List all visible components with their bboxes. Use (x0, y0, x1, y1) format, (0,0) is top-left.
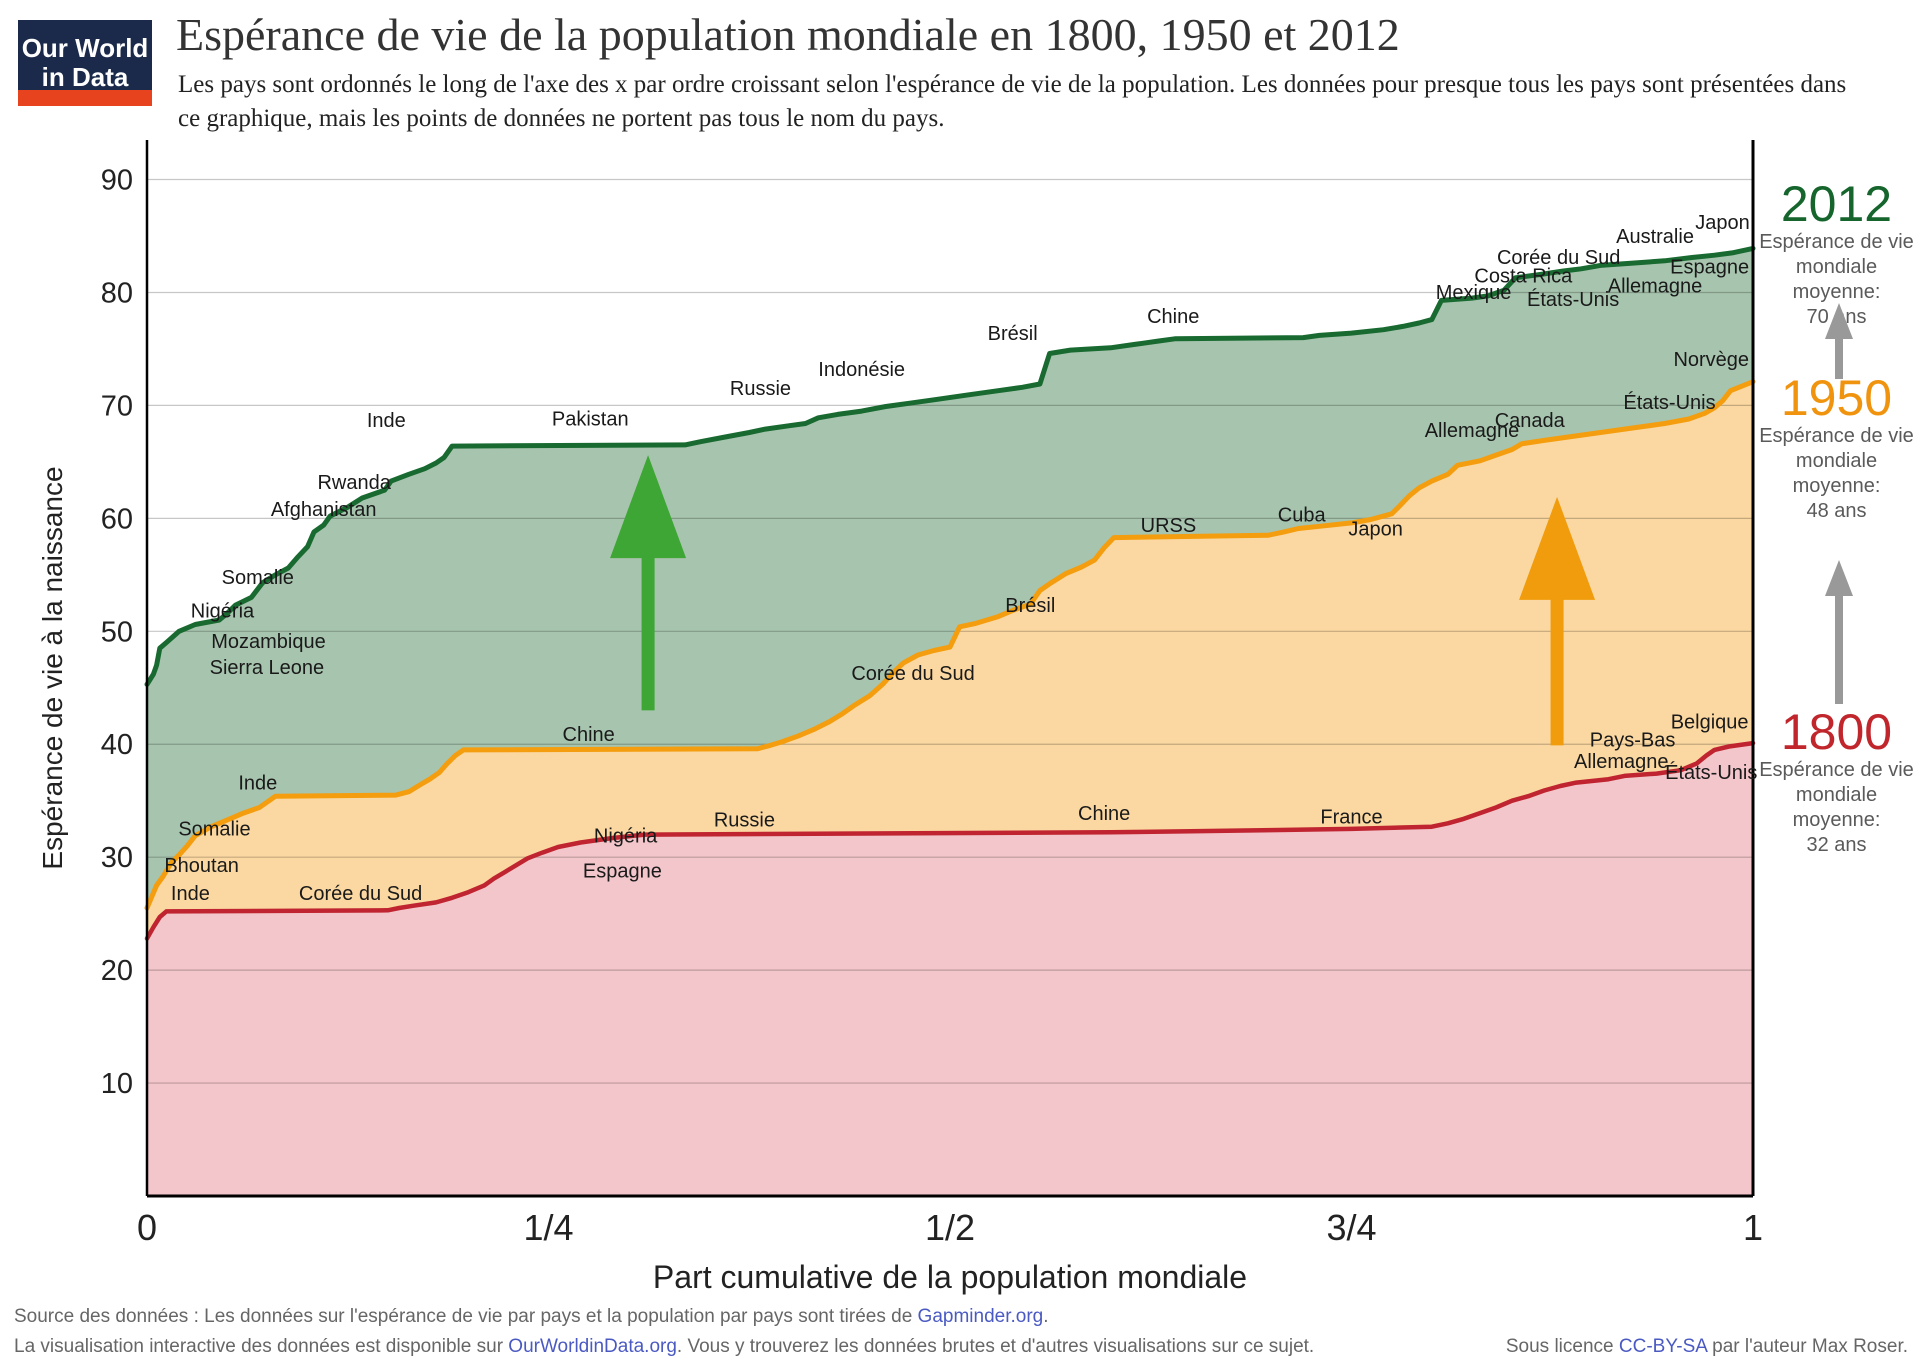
country-label-2012: Russie (730, 378, 791, 400)
y-tick-label: 20 (101, 955, 133, 987)
y-tick-label: 80 (101, 277, 133, 309)
y-tick-label: 50 (101, 616, 133, 648)
logo-line1: Our World (21, 33, 149, 63)
annotation-1800: 1800 Espérance de vie mondiale moyenne: … (1753, 706, 1920, 858)
footer-license-line: Sous licence CC-BY-SA par l'auteur Max R… (1505, 1336, 1908, 1357)
curve-1950 (144, 379, 1756, 911)
country-label-1800: Inde (171, 883, 210, 905)
country-label-2012: Chine (1147, 306, 1199, 328)
country-label-2012: Australie (1616, 226, 1694, 248)
gray-up-arrow-icon (1825, 303, 1853, 379)
y-axis-title: Espérance de vie à la naissance (37, 466, 68, 869)
gapminder-link[interactable]: Gapminder.org (917, 1306, 1044, 1327)
annotation-2012: 2012 Espérance de vie mondiale moyenne: … (1753, 178, 1920, 330)
country-label-1950: Inde (238, 772, 277, 794)
y-tick-label: 90 (101, 165, 133, 197)
y-tick-label: 30 (101, 842, 133, 874)
owid-link[interactable]: OurWorldinData.org (508, 1336, 677, 1357)
country-label-2012: Indonésie (818, 359, 905, 381)
curve-1800 (144, 740, 1756, 941)
logo-red-bar (18, 90, 152, 106)
country-label-2012: Afghanistan (271, 499, 377, 521)
y-tick-label: 10 (101, 1068, 133, 1100)
country-label-1950: Bhoutan (164, 855, 239, 877)
footer-source-line: Source des données : Les données sur l'e… (14, 1306, 1049, 1327)
green-up-arrow-shaft (641, 556, 655, 711)
logo-line2: in Data (41, 62, 129, 92)
x-tick-label: 1 (1743, 1207, 1763, 1248)
y-tick-label: 40 (101, 729, 133, 761)
country-label-1950: Cuba (1278, 505, 1327, 527)
owid-logo: Our World in Data (18, 20, 152, 106)
x-axis-title: Part cumulative de la population mondial… (653, 1259, 1247, 1295)
country-label-2012: Inde (367, 410, 406, 432)
green-up-arrow-icon (610, 455, 687, 559)
page-title: Espérance de vie de la population mondia… (176, 9, 1400, 60)
annotation-1800-line1: Espérance de vie (1759, 759, 1914, 781)
country-label-1800: Espagne (583, 861, 662, 883)
country-label-2012: Mexique (1436, 282, 1512, 304)
country-label-1800: Nigéria (594, 825, 658, 847)
country-label-1800: France (1320, 806, 1382, 828)
x-tick-label: 3/4 (1326, 1207, 1376, 1248)
footer-visualisation-line: La visualisation interactive des données… (14, 1336, 1315, 1357)
country-label-2012: États-Unis (1527, 288, 1619, 311)
x-tick-label: 1/4 (523, 1207, 573, 1248)
country-label-1950: URSS (1141, 515, 1197, 537)
country-label-2012: Sierra Leone (210, 657, 325, 679)
country-label-2012: Costa Rica (1474, 265, 1573, 287)
country-label-1800: États-Unis (1665, 761, 1757, 784)
orange-up-arrow-shaft (1550, 597, 1564, 746)
country-label-2012: Brésil (988, 323, 1038, 345)
page-subtitle: Les pays sont ordonnés le long de l'axe … (178, 71, 1847, 132)
annotation-1950: 1950 Espérance de vie mondiale moyenne: … (1753, 372, 1920, 524)
country-label-1800: Corée du Sud (299, 883, 422, 905)
x-tick-label: 1/2 (925, 1207, 975, 1248)
annotation-2012-year: 2012 (1780, 176, 1893, 232)
y-tick-label: 70 (101, 390, 133, 422)
annotation-2012-line2: mondiale moyenne: (1792, 256, 1881, 303)
country-label-2012: Allemagne (1608, 275, 1703, 297)
country-label-2012: Mozambique (211, 631, 326, 653)
x-tick-label: 0 (137, 1207, 157, 1248)
country-label-1950: Somalie (178, 819, 250, 841)
country-label-1800: Russie (714, 810, 775, 832)
annotation-2012-line1: Espérance de vie (1759, 231, 1914, 253)
country-label-2012: Rwanda (317, 472, 391, 494)
annotation-1950-line3: 48 ans (1806, 500, 1867, 522)
country-label-1950: Allemagne (1425, 420, 1520, 442)
country-label-1950: Brésil (1005, 595, 1055, 617)
gray-up-arrow-icon (1825, 560, 1853, 704)
annotation-1950-line1: Espérance de vie (1759, 425, 1914, 447)
area-1800 (147, 743, 1753, 1196)
country-label-1950: Chine (563, 724, 615, 746)
y-tick-label: 60 (101, 503, 133, 535)
annotation-1950-line2: mondiale moyenne: (1792, 450, 1881, 497)
country-label-2012: Somalie (222, 567, 294, 589)
country-label-1950: Japon (1348, 518, 1403, 540)
country-label-1800: Pays-Bas (1590, 729, 1676, 751)
country-label-1800: Belgique (1671, 711, 1749, 733)
country-label-1800: Chine (1078, 803, 1130, 825)
country-label-2012: Espagne (1670, 256, 1749, 278)
annotation-1950-year: 1950 (1780, 370, 1893, 426)
curve-2012 (144, 245, 1756, 687)
country-label-1950: États-Unis (1623, 391, 1715, 414)
annotation-1800-year: 1800 (1780, 704, 1893, 760)
country-label-2012: Nigéria (191, 601, 255, 623)
country-label-1950: Canada (1495, 410, 1566, 432)
annotation-1800-line3: 32 ans (1806, 834, 1867, 856)
ccbysa-link[interactable]: CC-BY-SA (1618, 1336, 1707, 1357)
country-label-1950: Norvège (1673, 349, 1749, 371)
orange-up-arrow-icon (1519, 496, 1596, 600)
country-label-1800: Allemagne (1574, 751, 1669, 773)
country-label-1950: Corée du Sud (851, 663, 974, 685)
country-label-2012: Japon (1695, 212, 1750, 234)
country-label-2012: Corée du Sud (1497, 247, 1620, 269)
country-label-2012: Pakistan (552, 409, 629, 431)
annotation-1800-line2: mondiale moyenne: (1792, 784, 1881, 831)
